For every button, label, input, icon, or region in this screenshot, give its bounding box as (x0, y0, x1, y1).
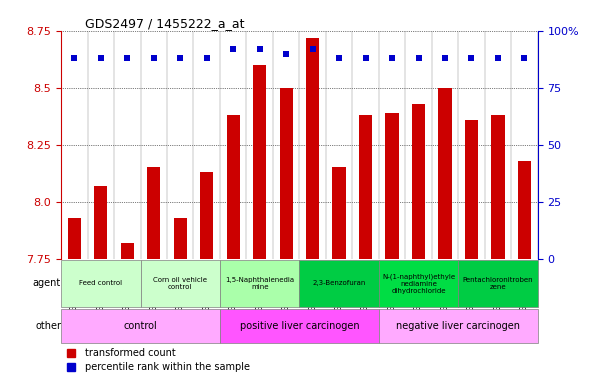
Bar (332, 167, 346, 258)
Text: 1,5-Naphthalenedia
mine: 1,5-Naphthalenedia mine (225, 277, 295, 290)
Bar (386, 113, 398, 258)
FancyBboxPatch shape (61, 309, 220, 343)
Text: Corn oil vehicle
control: Corn oil vehicle control (153, 277, 207, 290)
Bar (120, 243, 134, 258)
Bar (68, 218, 81, 258)
Text: transformed count: transformed count (85, 348, 176, 358)
Bar (174, 218, 187, 258)
Text: 2,3-Benzofuran: 2,3-Benzofuran (312, 280, 366, 286)
FancyBboxPatch shape (220, 309, 379, 343)
Bar (412, 104, 425, 258)
Text: Feed control: Feed control (79, 280, 122, 286)
Text: positive liver carcinogen: positive liver carcinogen (240, 321, 359, 331)
Bar (518, 161, 531, 258)
FancyBboxPatch shape (379, 260, 458, 308)
Bar (306, 38, 319, 258)
Text: agent: agent (33, 278, 61, 288)
Bar (279, 88, 293, 258)
Text: percentile rank within the sample: percentile rank within the sample (85, 362, 250, 372)
Bar (491, 115, 505, 258)
Text: N-(1-naphthyl)ethyle
nediamine
dihydrochloride: N-(1-naphthyl)ethyle nediamine dihydroch… (382, 273, 455, 294)
Bar (438, 88, 452, 258)
Bar (465, 119, 478, 258)
Text: GDS2497 / 1455222_a_at: GDS2497 / 1455222_a_at (85, 17, 244, 30)
FancyBboxPatch shape (379, 309, 538, 343)
FancyBboxPatch shape (299, 260, 379, 308)
Bar (94, 185, 108, 258)
FancyBboxPatch shape (458, 260, 538, 308)
Text: control: control (123, 321, 158, 331)
FancyBboxPatch shape (141, 260, 220, 308)
Text: Pentachloronitroben
zene: Pentachloronitroben zene (463, 277, 533, 290)
Bar (253, 65, 266, 258)
Text: negative liver carcinogen: negative liver carcinogen (397, 321, 520, 331)
Bar (147, 167, 160, 258)
Text: other: other (35, 321, 61, 331)
FancyBboxPatch shape (220, 260, 299, 308)
Bar (200, 172, 213, 258)
FancyBboxPatch shape (61, 260, 141, 308)
Bar (359, 115, 372, 258)
Bar (227, 115, 240, 258)
